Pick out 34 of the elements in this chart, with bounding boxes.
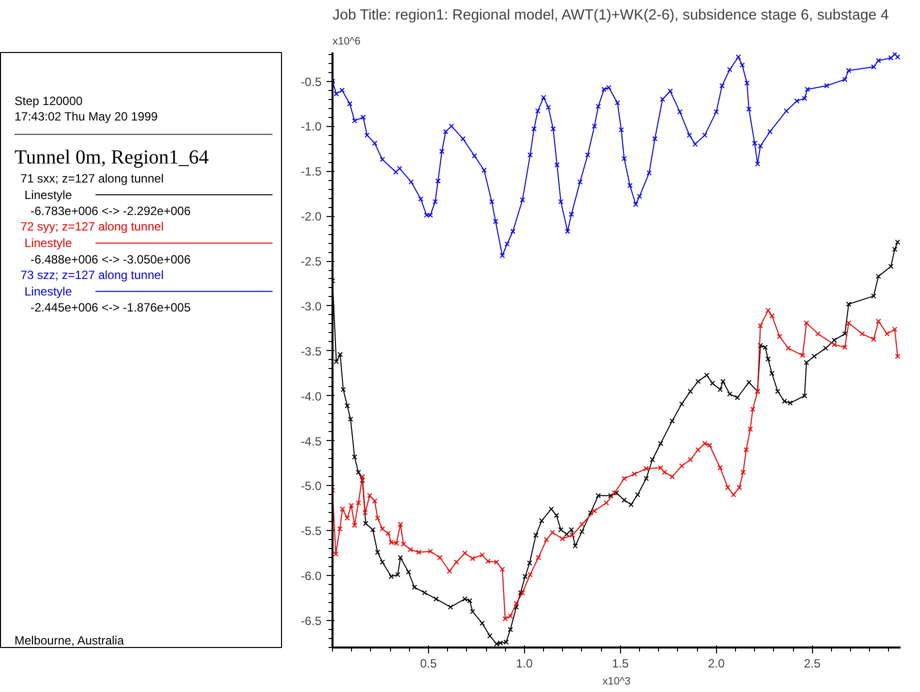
text: 73 szz; z=127 along tunnel bbox=[20, 268, 164, 282]
x-axis-title: x10^3 bbox=[602, 676, 631, 688]
text: Tunnel 0m, Region1_64 bbox=[14, 146, 209, 169]
y-tick-label: -4.5 bbox=[300, 434, 322, 448]
y-tick-label: -5.5 bbox=[300, 524, 322, 538]
y-tick-label: -1.5 bbox=[300, 164, 322, 179]
text: Step 120000 bbox=[14, 94, 83, 108]
y-tick-label: -2.5 bbox=[300, 254, 322, 269]
y-tick-label: -1.0 bbox=[300, 120, 322, 134]
text: -6.783e+006 <-> -2.292e+006 bbox=[30, 204, 191, 218]
text: -2.445e+006 <-> -1.876e+005 bbox=[30, 300, 191, 315]
y-tick-label: -0.5 bbox=[300, 74, 322, 89]
text: Melbourne, Australia bbox=[14, 634, 124, 648]
text: Linestyle bbox=[24, 284, 72, 298]
chart-title: Job Title: region1: Regional model, AWT(1)+WK(2-6), subsidence stage 6, substage 4 bbox=[332, 8, 889, 24]
text: 71 sxx; z=127 along tunnel bbox=[20, 171, 164, 186]
y-tick-label: -6.5 bbox=[300, 614, 322, 628]
y-axis-title: x10^6 bbox=[332, 36, 361, 48]
text: 72 syy; z=127 along tunnel bbox=[20, 220, 164, 234]
y-tick-label: -2.0 bbox=[300, 210, 322, 224]
y-tick-label: -3.5 bbox=[300, 344, 322, 358]
text: Linestyle bbox=[24, 188, 72, 202]
x-tick-label: 2.5 bbox=[804, 656, 821, 670]
text: -6.488e+006 <-> -3.050e+006 bbox=[30, 252, 191, 266]
x-tick-label: 2.0 bbox=[708, 656, 725, 670]
x-tick-label: 1.0 bbox=[516, 656, 534, 670]
text: Linestyle bbox=[24, 236, 72, 250]
x-tick-label: 0.5 bbox=[420, 656, 438, 670]
y-tick-label: -6.0 bbox=[300, 569, 322, 584]
y-tick-label: -5.0 bbox=[300, 479, 322, 494]
x-tick-label: 1.5 bbox=[612, 656, 630, 670]
y-tick-label: -3.0 bbox=[300, 299, 322, 314]
y-tick-label: -4.0 bbox=[300, 389, 322, 404]
text: 17:43:02 Thu May 20 1999 bbox=[14, 109, 158, 124]
